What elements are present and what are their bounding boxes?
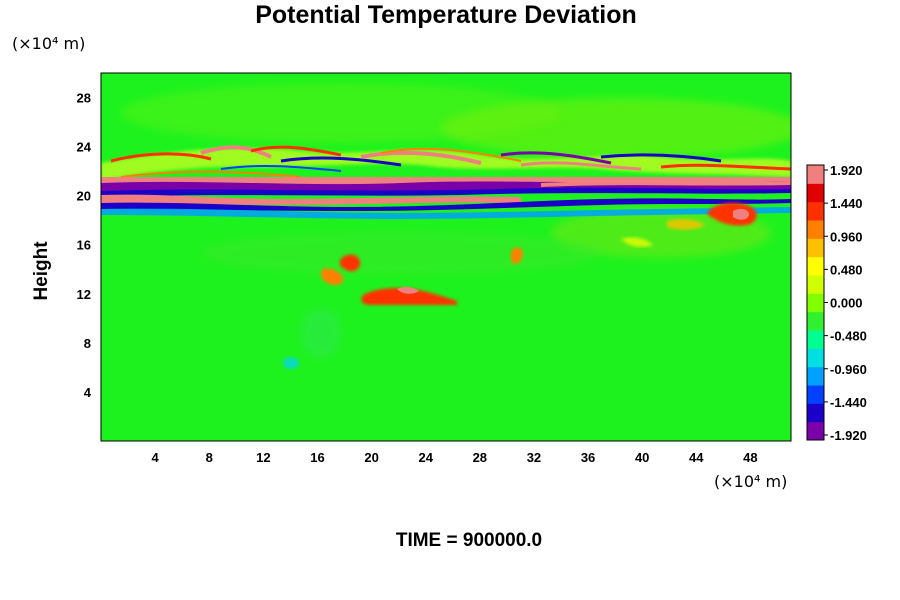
colorbar-label: 1.440 (830, 196, 863, 211)
colorbar-swatch (807, 183, 824, 203)
colorbar-swatch (807, 403, 824, 423)
colorbar: 1.920 1.440 0.960 0.480 0.000 -0.480 -0.960 -1.… (806, 163, 867, 443)
time-label: TIME = 900000.0 (395, 530, 543, 551)
x-tick-label: 40 (635, 450, 649, 465)
x-unit-label: (×10⁴ m) (714, 472, 788, 491)
colorbar-swatch (807, 366, 824, 386)
x-tick-label: 8 (206, 450, 213, 465)
colorbar-label: -0.480 (830, 329, 867, 344)
colorbar-swatch (807, 311, 824, 331)
y-tick-label: 20 (77, 189, 91, 204)
x-tick-label: 20 (364, 450, 378, 465)
y-tick-label: 28 (77, 91, 91, 106)
colorbar-swatch (807, 348, 824, 368)
colorbar-swatch (807, 275, 824, 294)
colorbar-swatch (807, 330, 824, 349)
y-axis-ticks: 4 8 12 16 20 24 28 (77, 91, 92, 400)
x-tick-label: 32 (527, 450, 541, 465)
x-axis-ticks: 4 8 12 16 20 24 28 32 36 40 44 48 (152, 450, 758, 465)
colorbar-swatch (807, 220, 824, 239)
colorbar-swatch (807, 421, 824, 441)
y-tick-label: 12 (77, 287, 91, 302)
colorbar-label: -0.960 (830, 362, 867, 377)
colorbar-swatch (807, 385, 824, 404)
x-tick-label: 16 (310, 450, 324, 465)
x-tick-label: 4 (152, 450, 160, 465)
y-tick-label: 8 (84, 336, 91, 351)
y-tick-label: 24 (77, 140, 92, 155)
x-tick-label: 28 (473, 450, 487, 465)
colorbar-swatch (807, 201, 824, 221)
colorbar-label: 0.000 (830, 296, 863, 311)
y-unit-label: (×10⁴ m) (12, 34, 86, 53)
colorbar-swatch (807, 256, 824, 276)
chart-title: Potential Temperature Deviation (255, 1, 637, 29)
x-tick-label: 36 (581, 450, 595, 465)
x-tick-label: 24 (418, 450, 433, 465)
plot-frame (100, 72, 792, 442)
heatmap-field (101, 73, 791, 441)
x-tick-label: 12 (256, 450, 270, 465)
colorbar-swatch (807, 293, 824, 313)
y-tick-label: 16 (77, 238, 91, 253)
y-tick-label: 4 (84, 385, 92, 400)
colorbar-label: -1.440 (830, 395, 867, 410)
colorbar-label: 0.960 (830, 229, 863, 244)
colorbar-swatch (807, 238, 824, 258)
colorbar-label: 1.920 (830, 163, 863, 178)
colorbar-swatch (807, 165, 824, 184)
colorbar-label: -1.920 (830, 428, 867, 443)
colorbar-label: 0.480 (830, 262, 863, 277)
x-tick-label: 48 (743, 450, 757, 465)
x-tick-label: 44 (689, 450, 704, 465)
